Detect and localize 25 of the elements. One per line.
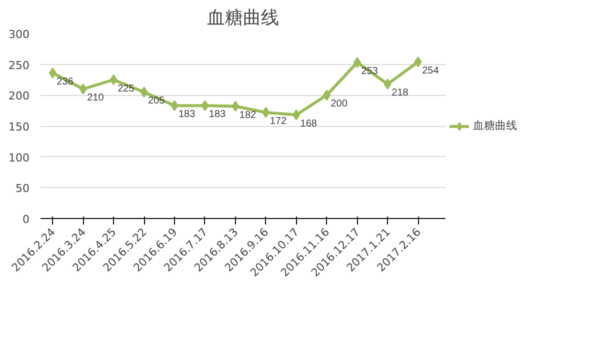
- legend-label: 血糖曲线: [473, 118, 517, 133]
- data-label: 210: [87, 92, 104, 104]
- y-tick-label: 200: [8, 90, 30, 103]
- data-label: 200: [330, 98, 348, 110]
- data-label: 205: [148, 96, 166, 107]
- y-tick-label: 250: [8, 58, 30, 72]
- data-label: 225: [118, 83, 135, 94]
- y-tick-label: 150: [8, 120, 30, 134]
- point: [322, 90, 331, 101]
- y-tick-label: 50: [16, 182, 30, 196]
- point: [48, 67, 57, 78]
- data-label: 254: [422, 65, 440, 76]
- y-tick-label: 100: [8, 151, 30, 164]
- point: [292, 109, 300, 120]
- y-tick-label: 0: [22, 213, 30, 226]
- data-label: 172: [270, 116, 287, 127]
- data-label: 183: [178, 109, 196, 120]
- point: [79, 84, 87, 94]
- data-label: 182: [239, 110, 257, 121]
- y-tick-label: 300: [8, 28, 30, 41]
- data-label: 218: [392, 88, 409, 99]
- data-label: 183: [208, 109, 226, 120]
- chart-title: 血糖曲线: [207, 8, 279, 28]
- data-label: 168: [300, 118, 318, 130]
- point: [353, 56, 362, 68]
